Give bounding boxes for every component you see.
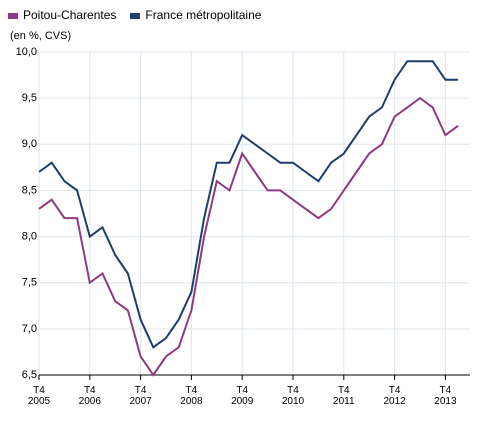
x-tick-label: T4 2005 (27, 385, 51, 407)
legend-label: France métropolitaine (145, 8, 262, 22)
legend-label: Poitou-Charentes (23, 8, 117, 22)
subtitle: (en %, CVS) (10, 30, 72, 42)
legend-item: Poitou-Charentes (8, 8, 116, 22)
line-series (38, 96, 459, 377)
y-tick-label: 9,0 (22, 138, 37, 150)
y-tick-label: 8,5 (22, 184, 37, 196)
x-tick-label: T4 2007 (129, 385, 152, 407)
y-tick-label: 8,0 (22, 230, 37, 242)
legend: Poitou-Charentes France métropolitaine (8, 8, 261, 22)
x-tick-label: T4 2009 (231, 385, 254, 407)
y-tick-label: 7,0 (22, 323, 37, 335)
x-tick-label: T4 2010 (281, 385, 305, 407)
y-tick-label: 7,5 (22, 277, 37, 289)
x-tick-label: T4 2013 (434, 385, 457, 407)
legend-swatch (130, 12, 141, 19)
legend-item: France métropolitaine (130, 8, 261, 22)
line-series (38, 60, 459, 349)
x-tick-label: T4 2012 (383, 385, 406, 407)
y-tick-label: 9,5 (22, 92, 37, 104)
legend-swatch (8, 12, 18, 19)
x-tick-label: T4 2008 (180, 385, 203, 407)
x-tick-label: T4 2011 (333, 385, 355, 407)
y-tick-label: 6,5 (22, 369, 37, 381)
y-tick-label: 10,0 (16, 46, 37, 58)
x-tick-label: T4 2006 (78, 385, 101, 407)
